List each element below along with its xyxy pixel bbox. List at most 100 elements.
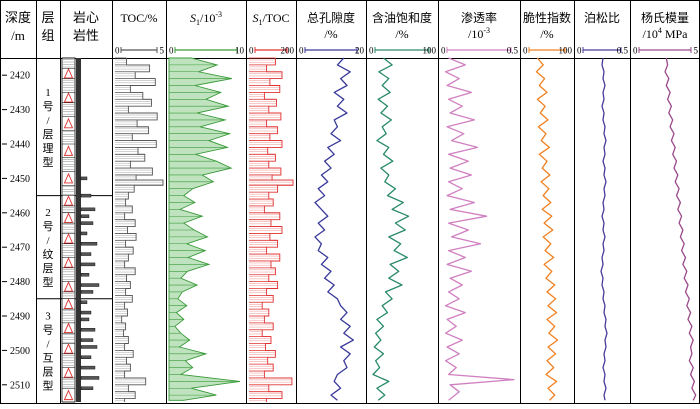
track-title: S1/10-3: [190, 10, 222, 27]
track-youngs: 杨氏模量/104 MPa 0 5: [633, 10, 699, 401]
lithology-triangle: [63, 67, 74, 79]
lithology-triangle: [63, 367, 74, 378]
track-porosity: 总孔隙度 /% 0 20: [299, 10, 365, 401]
depth-tick-label: 2450: [10, 174, 30, 185]
core-mark: [80, 386, 94, 390]
lithology-triangle: [63, 195, 74, 206]
track-title: S1/TOC: [252, 11, 289, 27]
layer-zone-3-char: /: [46, 338, 50, 350]
depth-header-line2: /m: [11, 28, 25, 43]
track-s1toc: S1/TOC 0 200: [249, 11, 295, 402]
core-mark: [80, 328, 96, 332]
track-scale-max: 0.5: [617, 46, 629, 56]
lithology-header-line1: 岩心: [73, 10, 99, 25]
track-scale-min: 0: [369, 46, 374, 56]
core-column: [76, 58, 81, 402]
zone-header-line2: 组: [41, 28, 54, 43]
layer-zone-1-char: 号: [43, 100, 54, 113]
depth-tick-label: 2470: [10, 243, 30, 254]
track-scale-max: 10: [235, 46, 245, 56]
track-oil_sat: 含油饱和度 /% 0 100: [369, 10, 437, 401]
track-unit: /%: [395, 27, 408, 41]
layer-zone-3-char: 互: [43, 352, 54, 364]
core-mark: [80, 176, 88, 181]
track-curve: [535, 57, 559, 401]
track-title: 脆性指数: [523, 10, 571, 25]
layer-zone-2-char: 层: [43, 262, 54, 275]
lithology-triangle: [63, 389, 74, 401]
depth-tick-label: 2440: [10, 140, 30, 151]
track-title: 杨氏模量: [641, 10, 689, 25]
track-outline: [121, 58, 164, 402]
layer-zone-3-char: 号: [43, 323, 54, 336]
core-mark: [80, 310, 92, 315]
track-title: 含油饱和度: [372, 10, 432, 25]
lithology-column: [61, 57, 100, 403]
lithology-triangle: [63, 145, 74, 156]
core-mark: [80, 262, 96, 267]
zone-header-line1: 层: [41, 10, 54, 25]
track-curve: [600, 57, 608, 401]
lithology-triangle: [63, 343, 74, 354]
track-area: [168, 57, 241, 401]
track-scale-min: 0: [249, 46, 254, 56]
track-s1: S1/10-3 0 10: [168, 10, 245, 401]
core-mark: [80, 365, 96, 370]
layer-zone-1-char: 1: [45, 87, 51, 99]
track-scale-max: 100: [423, 46, 437, 56]
core-mark: [80, 221, 94, 225]
core-mark: [80, 252, 92, 256]
track-title: TOC/%: [120, 11, 157, 25]
track-unit: /%: [324, 27, 337, 41]
track-curve: [664, 57, 697, 401]
core-mark: [80, 376, 100, 380]
depth-header-line1: 深度: [5, 10, 31, 25]
track-scale-min: 0: [633, 46, 638, 56]
layer-zone-1-char: /: [46, 115, 50, 127]
depth-tick-label: 2490: [10, 312, 30, 323]
depth-header: 深度 /m: [5, 10, 31, 43]
track-curve: [314, 57, 355, 401]
core-mark: [80, 300, 88, 304]
lithology-triangle: [63, 257, 74, 268]
layer-zone-2-char: 号: [43, 220, 54, 233]
core-mark: [80, 355, 92, 359]
track-curve: [372, 57, 410, 401]
layer-zone-2-char: 2: [45, 207, 51, 219]
track-scale-max: 0.5: [507, 46, 519, 56]
lithology-header: 岩心 岩性: [73, 10, 99, 43]
core-mark: [80, 338, 94, 342]
track-scale-min: 0: [523, 46, 528, 56]
track-title: 总孔隙度: [307, 10, 355, 25]
depth-tick-label: 2510: [10, 380, 30, 391]
core-mark: [80, 193, 92, 198]
lithology-triangle: [63, 232, 74, 244]
track-permeability: 渗透率/10-3 0 0.5: [441, 10, 519, 401]
layer-zone-3-char: 层: [43, 365, 54, 378]
depth-tick-label: 2420: [10, 71, 30, 82]
track-title: 渗透率: [461, 10, 497, 25]
lithology-triangle: [63, 117, 74, 129]
track-unit: /10-3: [468, 26, 490, 41]
track-poisson: 泊松比 0 0.5: [577, 11, 629, 401]
layer-zone-1-char: 层: [43, 128, 54, 141]
track-scale-min: 0: [169, 46, 174, 56]
track-outline: [261, 58, 294, 402]
lithology-triangle: [63, 298, 74, 309]
depth-tick-label: 2500: [10, 346, 30, 357]
track-unit: /104 MPa: [642, 26, 688, 41]
layer-zone-3-char: 型: [43, 378, 54, 392]
core-mark: [80, 231, 88, 236]
lithology-triangle: [63, 322, 74, 333]
lithology-strip: [61, 57, 76, 403]
core-mark: [80, 242, 98, 246]
depth-tick-label: 2430: [10, 105, 30, 116]
depth-axis: 2420 2430 2440 2450 2460 2470 2480 2490 2500 2510: [2, 71, 30, 391]
layer-zone-1-char: 理: [43, 142, 54, 155]
depth-tick-label: 2480: [10, 277, 30, 288]
track-scale-max: 200: [281, 46, 295, 56]
